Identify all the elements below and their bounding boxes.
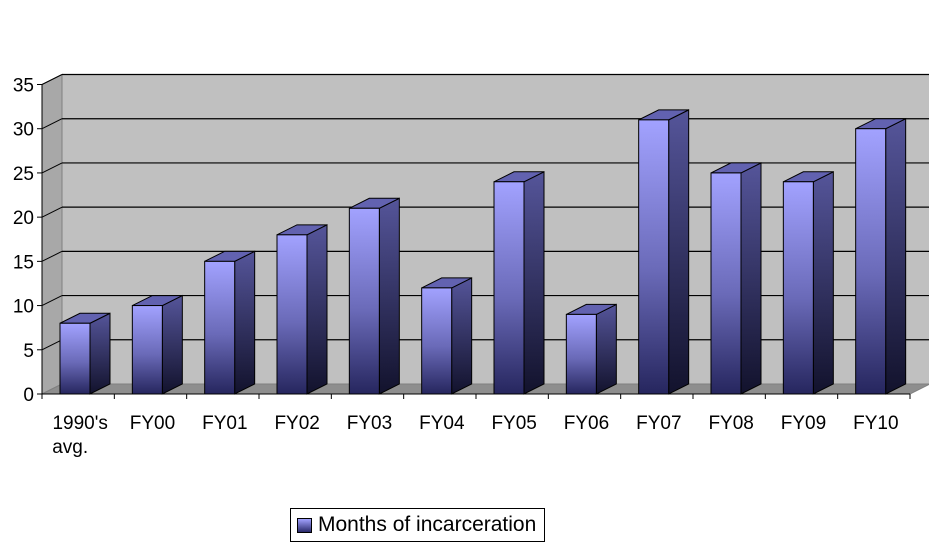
bar-front: [59, 322, 91, 395]
left-wall: [41, 73, 63, 395]
bars: [59, 109, 907, 395]
bar-front: [493, 181, 525, 395]
bar: [59, 312, 111, 395]
x-tick-label: FY08: [708, 413, 753, 434]
bar: [710, 162, 762, 395]
bar-side: [595, 303, 617, 395]
x-tick-label: FY03: [347, 413, 392, 434]
square-swatch-icon: [297, 517, 312, 533]
y-tick-label: 30: [13, 120, 34, 141]
x-tick-label-line: FY04: [419, 413, 465, 434]
bar-side: [523, 170, 545, 395]
y-axis: 0 5 10 15 20 25 30 35: [13, 76, 43, 406]
x-tick-label: FY07: [636, 413, 681, 434]
legend-label: Months of incarceration: [318, 513, 537, 536]
x-tick-label-line: FY01: [202, 413, 247, 434]
x-tick-label: FY05: [491, 413, 536, 434]
x-tick-label-line: FY02: [274, 413, 319, 434]
bar-side: [812, 170, 834, 395]
bar: [782, 170, 834, 395]
x-tick-label: FY09: [781, 413, 826, 434]
bar: [131, 294, 183, 395]
bar-front: [710, 172, 742, 395]
bar-side: [306, 224, 328, 395]
bar-front: [421, 287, 453, 395]
x-tick-label-line: FY06: [564, 413, 609, 434]
gridline-left: [41, 162, 63, 174]
bar-front: [131, 305, 163, 395]
x-tick-label: FY00: [130, 413, 175, 434]
x-tick-label-line: 1990's: [52, 413, 107, 434]
x-tick-label: FY06: [564, 413, 609, 434]
gridline-left: [41, 339, 63, 351]
bar: [421, 277, 473, 395]
y-tick-label: 5: [23, 341, 34, 362]
x-tick-label: FY04: [419, 413, 465, 434]
bar-side: [234, 250, 256, 395]
bar-front: [855, 128, 887, 395]
bar: [204, 250, 256, 395]
bar-side: [885, 117, 907, 395]
y-tick-label: 0: [23, 385, 34, 406]
bar-side: [668, 109, 690, 395]
x-tick-label-line: FY10: [853, 413, 898, 434]
bar-front: [204, 260, 236, 395]
bar: [276, 224, 328, 395]
x-tick-label-line: FY03: [347, 413, 392, 434]
bar-front: [782, 181, 814, 395]
bar-front: [638, 119, 670, 395]
bar: [638, 109, 690, 395]
x-tick-label-line: FY09: [781, 413, 826, 434]
y-tick-label: 10: [13, 297, 34, 318]
bar-front: [276, 234, 308, 395]
bar: [348, 197, 400, 395]
x-tick-label-line: avg.: [52, 437, 88, 458]
x-tick-label: 1990's avg.: [52, 413, 108, 458]
bar-front: [348, 207, 380, 395]
y-tick-label: 20: [13, 208, 34, 229]
x-tick-label: FY10: [853, 413, 898, 434]
bar: [855, 117, 907, 395]
bar: [565, 303, 617, 395]
x-tick-label: FY02: [274, 413, 319, 434]
x-tick-label-line: FY08: [708, 413, 753, 434]
bar-side: [161, 294, 183, 395]
bar-front: [565, 313, 597, 395]
gridline-left: [41, 118, 63, 130]
x-tick-label-line: FY00: [130, 413, 175, 434]
y-tick-label: 35: [13, 76, 34, 97]
bar-side: [89, 312, 111, 395]
y-tick-label: 15: [13, 252, 34, 273]
gridline-left: [41, 206, 63, 218]
x-tick-label: FY01: [202, 413, 247, 434]
bar: [493, 170, 545, 395]
x-tick-label-line: FY07: [636, 413, 681, 434]
gridline-left: [41, 250, 63, 262]
bar-side: [451, 277, 473, 395]
gridline-left: [41, 295, 63, 307]
legend: Months of incarceration: [290, 508, 546, 542]
x-tick-label-line: FY05: [491, 413, 536, 434]
bar-side: [740, 162, 762, 395]
y-tick-label: 25: [13, 164, 34, 185]
bar-side: [378, 197, 400, 395]
x-axis: 1990's avg. FY00 FY01 FY02 FY03 FY04 FY05 FY06 FY…: [41, 393, 911, 458]
gridline-left: [41, 74, 63, 85]
